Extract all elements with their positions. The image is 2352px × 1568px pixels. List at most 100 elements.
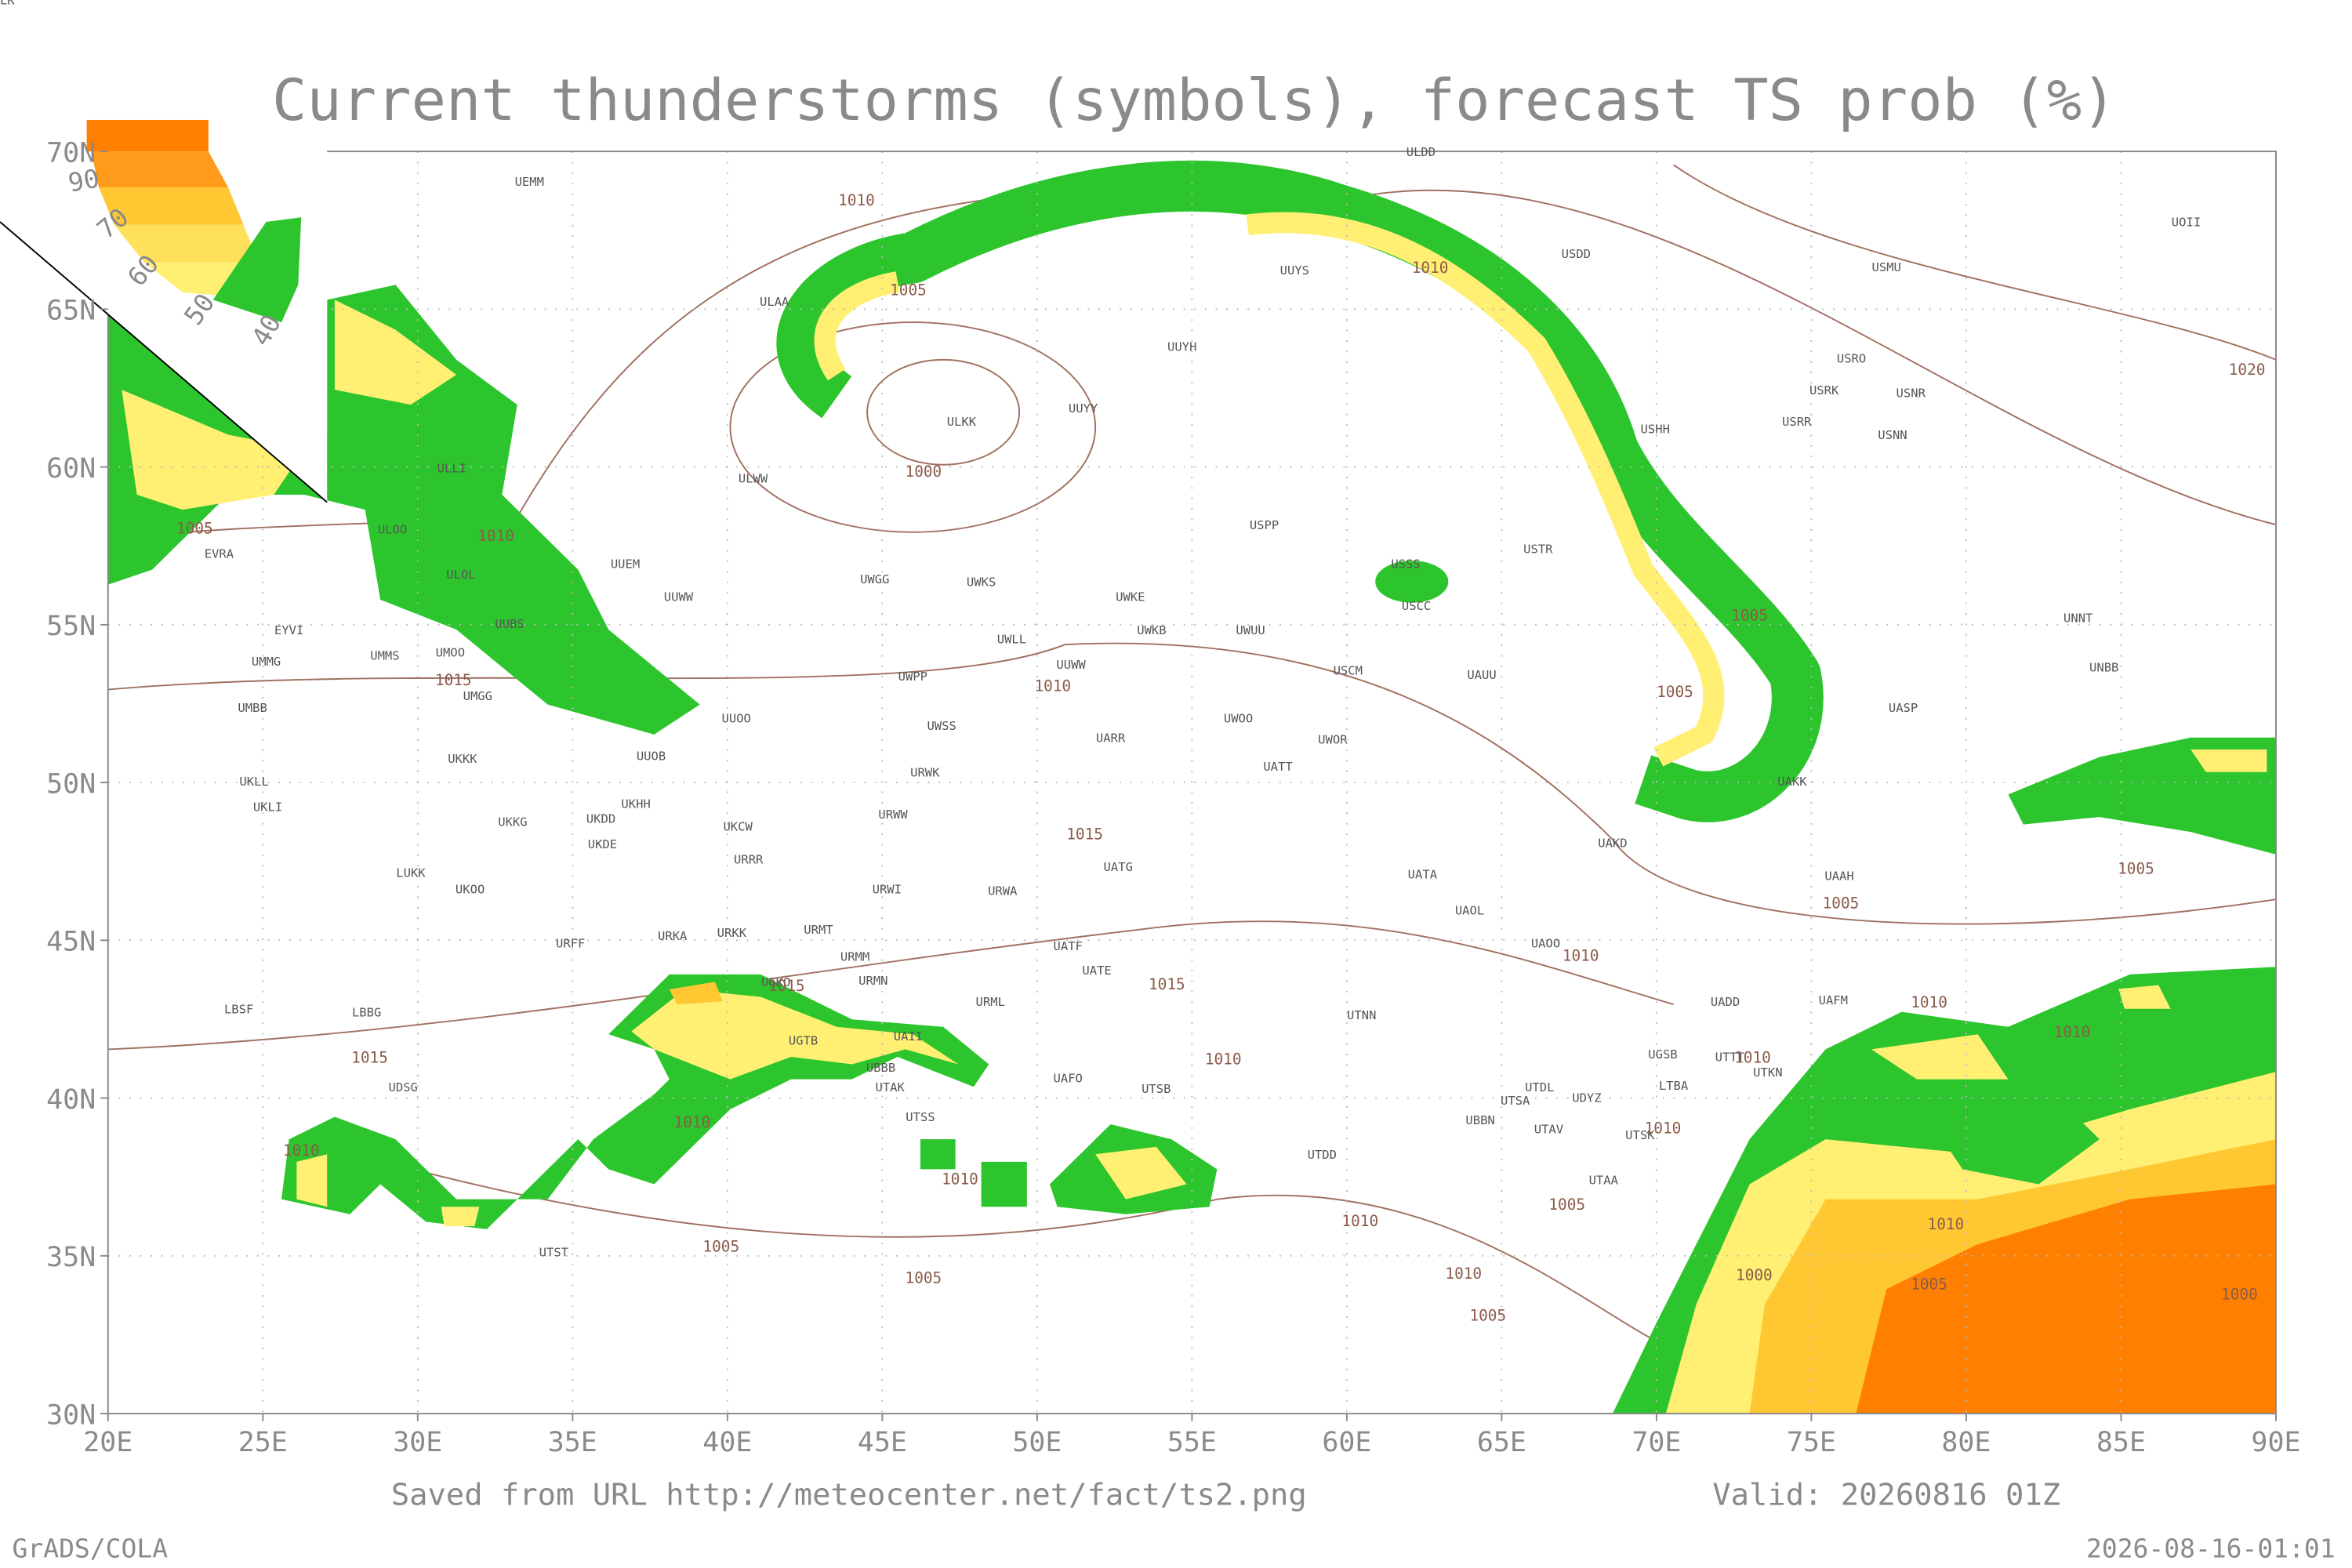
station-label: UUBS	[495, 617, 524, 631]
station-label: UAFM	[1819, 993, 1848, 1007]
lat-label: 65N	[46, 296, 96, 327]
station-label: URFF	[556, 937, 585, 951]
graticule	[107, 151, 2276, 1414]
station-label: UKDE	[588, 837, 617, 851]
lat-label: 50N	[46, 769, 96, 800]
source-text: Saved from URL http://meteocenter.net/fa…	[391, 1478, 1307, 1513]
lon-label: 30E	[393, 1427, 442, 1458]
station-label: UWKE	[1116, 590, 1145, 604]
station-label: UWSS	[927, 719, 956, 733]
lon-label: 50E	[1012, 1427, 1062, 1458]
isobar-label: 1020	[2229, 361, 2266, 379]
isobar-label: 1005	[890, 281, 927, 299]
station-label: UTST	[539, 1245, 568, 1259]
legend-swatch	[99, 187, 244, 225]
station-label: USHH	[1641, 423, 1670, 437]
station-label: UUWW	[1056, 658, 1086, 672]
lon-label: 75E	[1787, 1427, 1836, 1458]
isobar-label: 1010	[1205, 1051, 1242, 1069]
isobar-label: 1005	[906, 1269, 942, 1287]
isobar-label: 1005	[1657, 683, 1693, 701]
isobar-label: 1005	[1469, 1307, 1506, 1325]
lat-label: 55N	[46, 611, 96, 642]
station-label: URMN	[858, 974, 887, 988]
yellow-area	[122, 299, 457, 510]
station-label: UATE	[1082, 964, 1111, 978]
lon-label: 65E	[1477, 1427, 1526, 1458]
station-label: URWK	[910, 766, 940, 780]
lon-label: 40E	[702, 1427, 752, 1458]
isobar-label: 1005	[702, 1238, 739, 1256]
isobar-label: 1010	[1341, 1212, 1378, 1230]
station-label: UWGG	[860, 572, 889, 586]
station-label: UATT	[1263, 760, 1292, 774]
station-label: LCLK	[0, 0, 15, 8]
station-label: ULOO	[378, 523, 407, 537]
station-label: UBBN	[1465, 1113, 1494, 1127]
station-label: USTR	[1523, 543, 1553, 557]
station-label: UNNT	[2063, 612, 2092, 626]
station-label: UWOO	[1224, 712, 1253, 726]
green-area	[776, 160, 1824, 822]
station-label: USCC	[1402, 599, 1431, 613]
dark-orange-area	[1856, 1184, 2276, 1414]
station-label: ULWW	[739, 472, 768, 486]
station-label: UATG	[1104, 860, 1133, 874]
station-label: UWKS	[967, 575, 996, 590]
isobar-label: 1005	[1548, 1196, 1585, 1214]
isobar-label: 1010	[1445, 1265, 1482, 1283]
station-label: UTSB	[1142, 1082, 1171, 1096]
station-label: ULKK	[947, 415, 977, 429]
station-label: URWA	[988, 884, 1017, 898]
legend	[0, 0, 328, 503]
lon-label: 80E	[1941, 1427, 1991, 1458]
station-label: USNR	[1896, 387, 1926, 401]
station-label: UATF	[1054, 939, 1083, 953]
station-label: UARR	[1096, 731, 1126, 746]
station-label: UAFO	[1054, 1072, 1083, 1086]
station-label: UTDL	[1525, 1080, 1554, 1094]
station-label: UUYY	[1069, 401, 1098, 416]
station-label: UUOB	[637, 750, 666, 764]
station-label: UKOO	[456, 883, 485, 897]
station-label: URWI	[873, 883, 902, 897]
station-label: UAOL	[1455, 903, 1484, 917]
lon-label: 35E	[548, 1427, 597, 1458]
station-label: UWPP	[898, 670, 927, 684]
station-label: USRO	[1837, 352, 1866, 366]
station-label: EYVI	[274, 623, 303, 637]
station-label: LUKK	[396, 866, 426, 880]
lon-label: 60E	[1322, 1427, 1371, 1458]
station-label: UBBB	[866, 1061, 895, 1075]
station-label: UMOO	[436, 646, 465, 660]
station-label: UGTB	[789, 1034, 818, 1048]
lon-label: 55E	[1167, 1427, 1217, 1458]
lon-label: 85E	[2096, 1427, 2146, 1458]
station-label: UTAK	[875, 1080, 905, 1094]
isobar-label: 1000	[906, 463, 942, 481]
isobar-label: 1010	[1928, 1215, 1965, 1233]
isobar-label: 1010	[1412, 259, 1449, 277]
station-label: UUYH	[1167, 340, 1196, 354]
isobar-label: 1005	[176, 520, 213, 538]
station-label: UWUU	[1236, 623, 1265, 637]
isobar-label: 1015	[1149, 975, 1185, 993]
lon-label: 70E	[1632, 1427, 1681, 1458]
station-label: UASP	[1889, 701, 1918, 715]
station-label: UTDD	[1308, 1148, 1337, 1162]
station-label: UKHH	[621, 797, 650, 811]
station-label: UWLL	[997, 632, 1026, 646]
station-label: UMMS	[370, 648, 399, 662]
station-label: UTSA	[1501, 1094, 1530, 1108]
station-label: USRK	[1809, 383, 1839, 397]
isobar-label: 1010	[838, 191, 875, 209]
station-label: UAII	[894, 1029, 923, 1044]
station-label: UAKK	[1777, 775, 1807, 789]
station-label: UMBB	[238, 701, 267, 715]
lon-label: 20E	[83, 1427, 132, 1458]
station-label: UOII	[2172, 216, 2201, 230]
station-label: UUOO	[722, 712, 751, 726]
station-label: URKA	[658, 929, 687, 943]
isobar-label: 1010	[674, 1113, 711, 1131]
isobar-label: 1005	[1911, 1275, 1947, 1293]
